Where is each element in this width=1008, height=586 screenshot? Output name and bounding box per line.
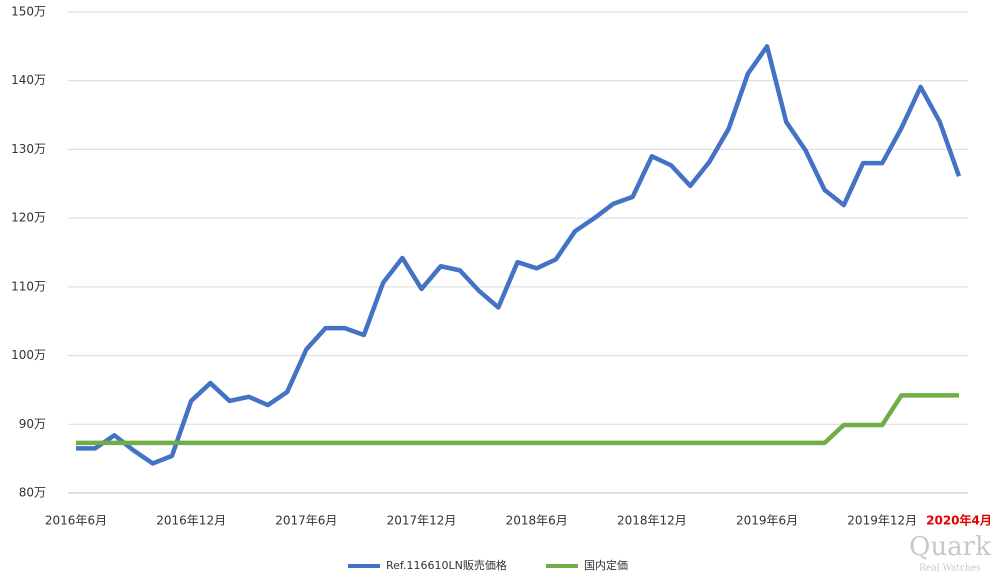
legend-label: 国内定価: [584, 558, 628, 572]
series-line: [76, 44, 962, 466]
y-tick-label: 150万: [11, 5, 46, 19]
x-tick-label: 2018年6月: [506, 514, 568, 528]
y-tick-label: 90万: [19, 417, 46, 431]
watermark-sub: Real Watches: [919, 564, 981, 574]
legend-label: Ref.116610LN販売価格: [386, 558, 507, 572]
x-tick-label: 2019年12月: [847, 514, 917, 528]
y-tick-label: 100万: [11, 348, 46, 362]
x-tick-label: 2017年12月: [387, 514, 457, 528]
x-tick-label: 2018年12月: [617, 514, 687, 528]
y-tick-label: 110万: [11, 279, 46, 293]
series-line: [76, 393, 959, 446]
y-tick-label: 140万: [11, 73, 46, 87]
x-tick-label: 2016年12月: [156, 514, 226, 528]
y-tick-label: 120万: [11, 211, 46, 225]
x-tick-label: 2020年4月: [926, 513, 992, 528]
x-tick-label: 2019年6月: [736, 514, 798, 528]
y-tick-label: 130万: [11, 142, 46, 156]
x-tick-label: 2016年6月: [45, 514, 107, 528]
watermark: Quark: [909, 532, 991, 562]
y-tick-label: 80万: [19, 486, 46, 500]
x-tick-label: 2017年6月: [275, 514, 337, 528]
